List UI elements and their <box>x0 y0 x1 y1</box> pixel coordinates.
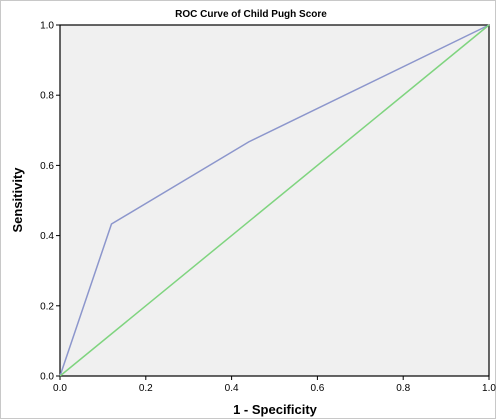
chart-title: ROC Curve of Child Pugh Score <box>175 9 327 20</box>
series-layer <box>59 24 490 377</box>
y-tick-label: 0.0 <box>40 372 54 383</box>
roc-curve-line <box>59 24 490 377</box>
x-tick-label: 0.4 <box>225 383 239 394</box>
x-tick-label: 1.0 <box>482 383 496 394</box>
x-tick-label: 0.8 <box>396 383 410 394</box>
y-tick-label: 0.2 <box>40 301 54 312</box>
x-axis-title: 1 - Specificity <box>233 402 318 417</box>
x-tick-label: 0.6 <box>310 383 324 394</box>
x-tick-label: 0.2 <box>139 383 153 394</box>
y-tick-label: 0.6 <box>40 161 54 172</box>
y-tick-label: 0.4 <box>40 231 54 242</box>
y-tick-label: 1.0 <box>40 21 54 32</box>
y-tick-label: 0.8 <box>40 91 54 102</box>
reference-diagonal-line <box>59 24 490 377</box>
x-tick-label: 0.0 <box>53 383 67 394</box>
axis-layer: 0.0 0.2 0.4 0.6 0.8 1.0 0.0 0.2 0.4 0.6 0.8 1.0 <box>40 21 496 395</box>
y-axis-title: Sensitivity <box>10 167 25 233</box>
